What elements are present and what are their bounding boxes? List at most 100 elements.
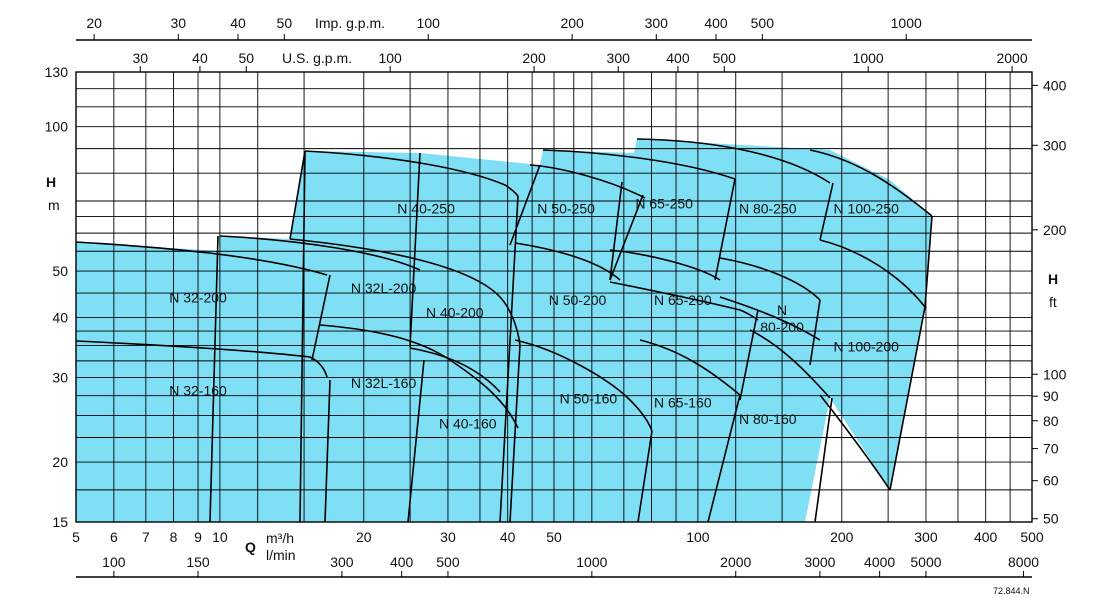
us-gpm-tick-label: 30: [132, 50, 148, 66]
curve-outline-33: [609, 249, 721, 281]
imp-gpm-tick-label: 100: [417, 15, 441, 31]
series-label-n-80-160: N 80-160: [739, 411, 797, 427]
curve-outline-11: [609, 181, 623, 281]
curve-outline-4: [311, 274, 331, 361]
curve-outline-16: [707, 394, 741, 523]
operating-regions: [76, 139, 932, 522]
us-gpm-tick-label: 1000: [853, 50, 884, 66]
curve-outline-8: [499, 195, 519, 523]
curve-outline-28: [304, 150, 519, 197]
x-tick-label: 40: [500, 529, 516, 545]
y2-tick-label: 90: [1043, 388, 1059, 404]
lmin-tick-label: 8000: [1008, 554, 1039, 570]
lmin-tick-label: 500: [436, 554, 460, 570]
tick-labels: 15 20 30 40 50 100 130 50 60 70 80 90 100 200 300 400 5 6…: [45, 15, 1067, 570]
y2-tick-label: 100: [1043, 366, 1067, 382]
lmin-tick-label: 100: [102, 554, 126, 570]
series-label-n-40-200: N 40-200: [426, 305, 484, 321]
series-label-n-65-200: N 65-200: [654, 292, 712, 308]
curve-outline-35: [639, 339, 741, 396]
us-gpm-tick-label: 200: [522, 50, 546, 66]
curve-outline-34: [609, 281, 759, 321]
curve-outline-31: [529, 164, 646, 199]
y-axis-symbol: H: [46, 174, 56, 190]
curve-outline-39: [749, 329, 831, 399]
y-tick-label: 20: [52, 454, 68, 470]
imp-gpm-tick-label: 400: [704, 15, 728, 31]
series-label-n-32l-160: N 32L-160: [351, 375, 417, 391]
curve-outline-25: [289, 238, 521, 346]
curve-outline-1: [289, 150, 306, 240]
x-tick-label: 200: [830, 529, 854, 545]
y-tick-label: 40: [52, 310, 68, 326]
curve-outline-22: [75, 241, 328, 276]
y2-axis-unit: ft: [1049, 294, 1057, 310]
x-axis-symbol: Q: [245, 539, 256, 555]
y2-tick-label: 60: [1043, 473, 1059, 489]
series-label-n-40-250: N 40-250: [397, 200, 455, 216]
x-tick-label: 100: [686, 529, 710, 545]
series-label-n-100-200: N 100-200: [834, 338, 900, 354]
imp-gpm-tick-label: 1000: [891, 15, 922, 31]
curve-outline-20: [924, 215, 933, 308]
curve-outline-23: [75, 340, 328, 378]
series-label-n-50-160: N 50-160: [560, 390, 618, 406]
y-tick-label: 15: [52, 514, 68, 530]
imp-gpm-tick-label: 40: [230, 15, 246, 31]
axes: [75, 34, 1038, 578]
curve-outline-3: [299, 150, 306, 523]
curve-outline-19: [814, 397, 833, 523]
lmin-tick-label: 1000: [576, 554, 607, 570]
us-gpm-axis-title: U.S. g.p.m.: [282, 50, 352, 66]
us-gpm-tick-label: 400: [666, 50, 690, 66]
lmin-tick-label: 400: [390, 554, 414, 570]
x-axis-unit-lmin: l/min: [266, 547, 296, 563]
operating-region-1: [76, 139, 932, 522]
y-tick-label: 50: [52, 263, 68, 279]
plot-frame: [75, 71, 1033, 523]
us-gpm-tick-label: 300: [607, 50, 631, 66]
curve-outline-24: [219, 235, 421, 271]
imp-gpm-tick-label: 300: [645, 15, 669, 31]
x-tick-label: 30: [440, 529, 456, 545]
lmin-tick-label: 300: [330, 554, 354, 570]
series-label-n-80-250: N 80-250: [739, 200, 797, 216]
x-tick-label: 300: [914, 529, 938, 545]
series-label-n-40-160: N 40-160: [439, 415, 497, 431]
series-label-n-50-250: N 50-250: [537, 200, 595, 216]
imp-gpm-axis-title: Imp. g.p.m.: [315, 15, 385, 31]
x-tick-label: 8: [170, 529, 178, 545]
series-label-n-32-160: N 32-160: [169, 383, 227, 399]
x-axis-unit-m3h: m³/h: [266, 530, 294, 546]
curve-outline-36: [636, 138, 831, 184]
curve-outline-10: [509, 164, 541, 246]
lmin-tick-label: 5000: [910, 554, 941, 570]
series-label-n-65-160: N 65-160: [654, 394, 712, 410]
curve-outline-29: [514, 242, 621, 281]
y2-tick-label: 300: [1043, 137, 1067, 153]
imp-gpm-tick-label: 200: [560, 15, 584, 31]
x-tick-label: 9: [194, 529, 202, 545]
curve-outline-12: [637, 430, 653, 523]
us-gpm-tick-label: 100: [378, 50, 402, 66]
curve-outline-18: [809, 299, 821, 366]
series-label-n-32-200: N 32-200: [169, 290, 227, 306]
us-gpm-tick-label: 2000: [996, 50, 1027, 66]
series-label-n-50-200: N 50-200: [549, 292, 607, 308]
curve-outline-38: [719, 296, 821, 341]
x-tick-label: 500: [1020, 529, 1044, 545]
y2-tick-label: 70: [1043, 441, 1059, 457]
y2-tick-label: 400: [1043, 77, 1067, 93]
curve-outline-2: [209, 235, 219, 523]
curve-outline-14: [714, 178, 736, 281]
curve-outline-40: [809, 149, 933, 217]
imp-gpm-tick-label: 50: [277, 15, 293, 31]
y2-tick-label: 80: [1043, 413, 1059, 429]
x-tick-label: 10: [212, 529, 228, 545]
lmin-tick-label: 3000: [804, 554, 835, 570]
series-label-n-32l-200: N 32L-200: [351, 280, 417, 296]
y-axis-unit: m: [48, 197, 60, 213]
y2-axis-symbol: H: [1048, 271, 1058, 287]
lmin-tick-label: 2000: [720, 554, 751, 570]
curve-outline-15: [739, 309, 759, 401]
